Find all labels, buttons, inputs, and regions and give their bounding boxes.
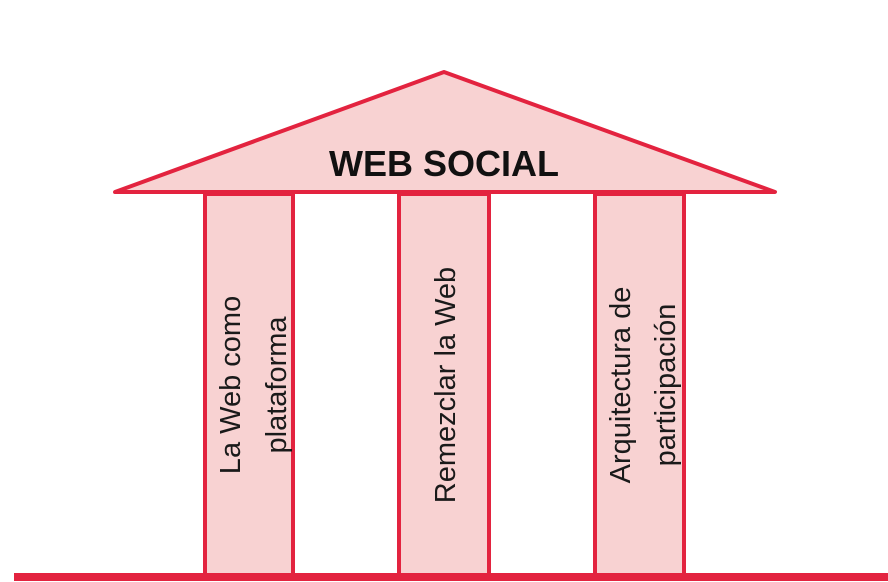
pillar-3-label-line1: Arquitectura de [605, 287, 637, 484]
pillar-2 [397, 192, 491, 578]
pillar-1-label-line2: plataforma [261, 316, 293, 454]
pillar-3 [593, 192, 686, 578]
pillar-3-label-line2: participación [650, 304, 682, 467]
roof-title: WEB SOCIAL [329, 143, 559, 184]
pillar-1-label-line1: La Web como [215, 296, 247, 474]
pillar-2-label: Remezclar la Web [430, 267, 462, 503]
pillar-1 [203, 192, 295, 578]
